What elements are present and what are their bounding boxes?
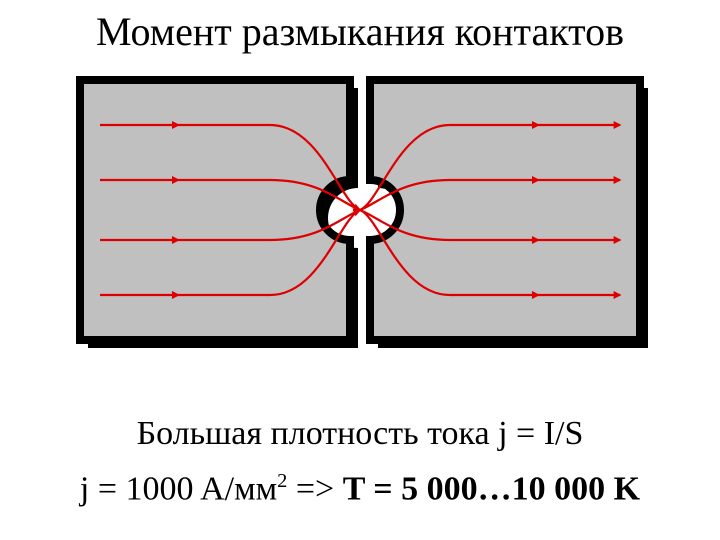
contact-diagram [60, 70, 660, 370]
slide-title: Момент размыкания контактов [0, 8, 720, 55]
caption2-sup: 2 [277, 470, 287, 492]
caption2-prefix: j = 1000 A/мм [80, 470, 277, 507]
caption-line-1: Большая плотность тока j = I/S [0, 415, 720, 453]
caption-line-2: j = 1000 A/мм2 => T = 5 000…10 000 K [0, 470, 720, 508]
caption2-mid: => [287, 470, 342, 507]
caption2-bold: T = 5 000…10 000 K [343, 470, 640, 507]
